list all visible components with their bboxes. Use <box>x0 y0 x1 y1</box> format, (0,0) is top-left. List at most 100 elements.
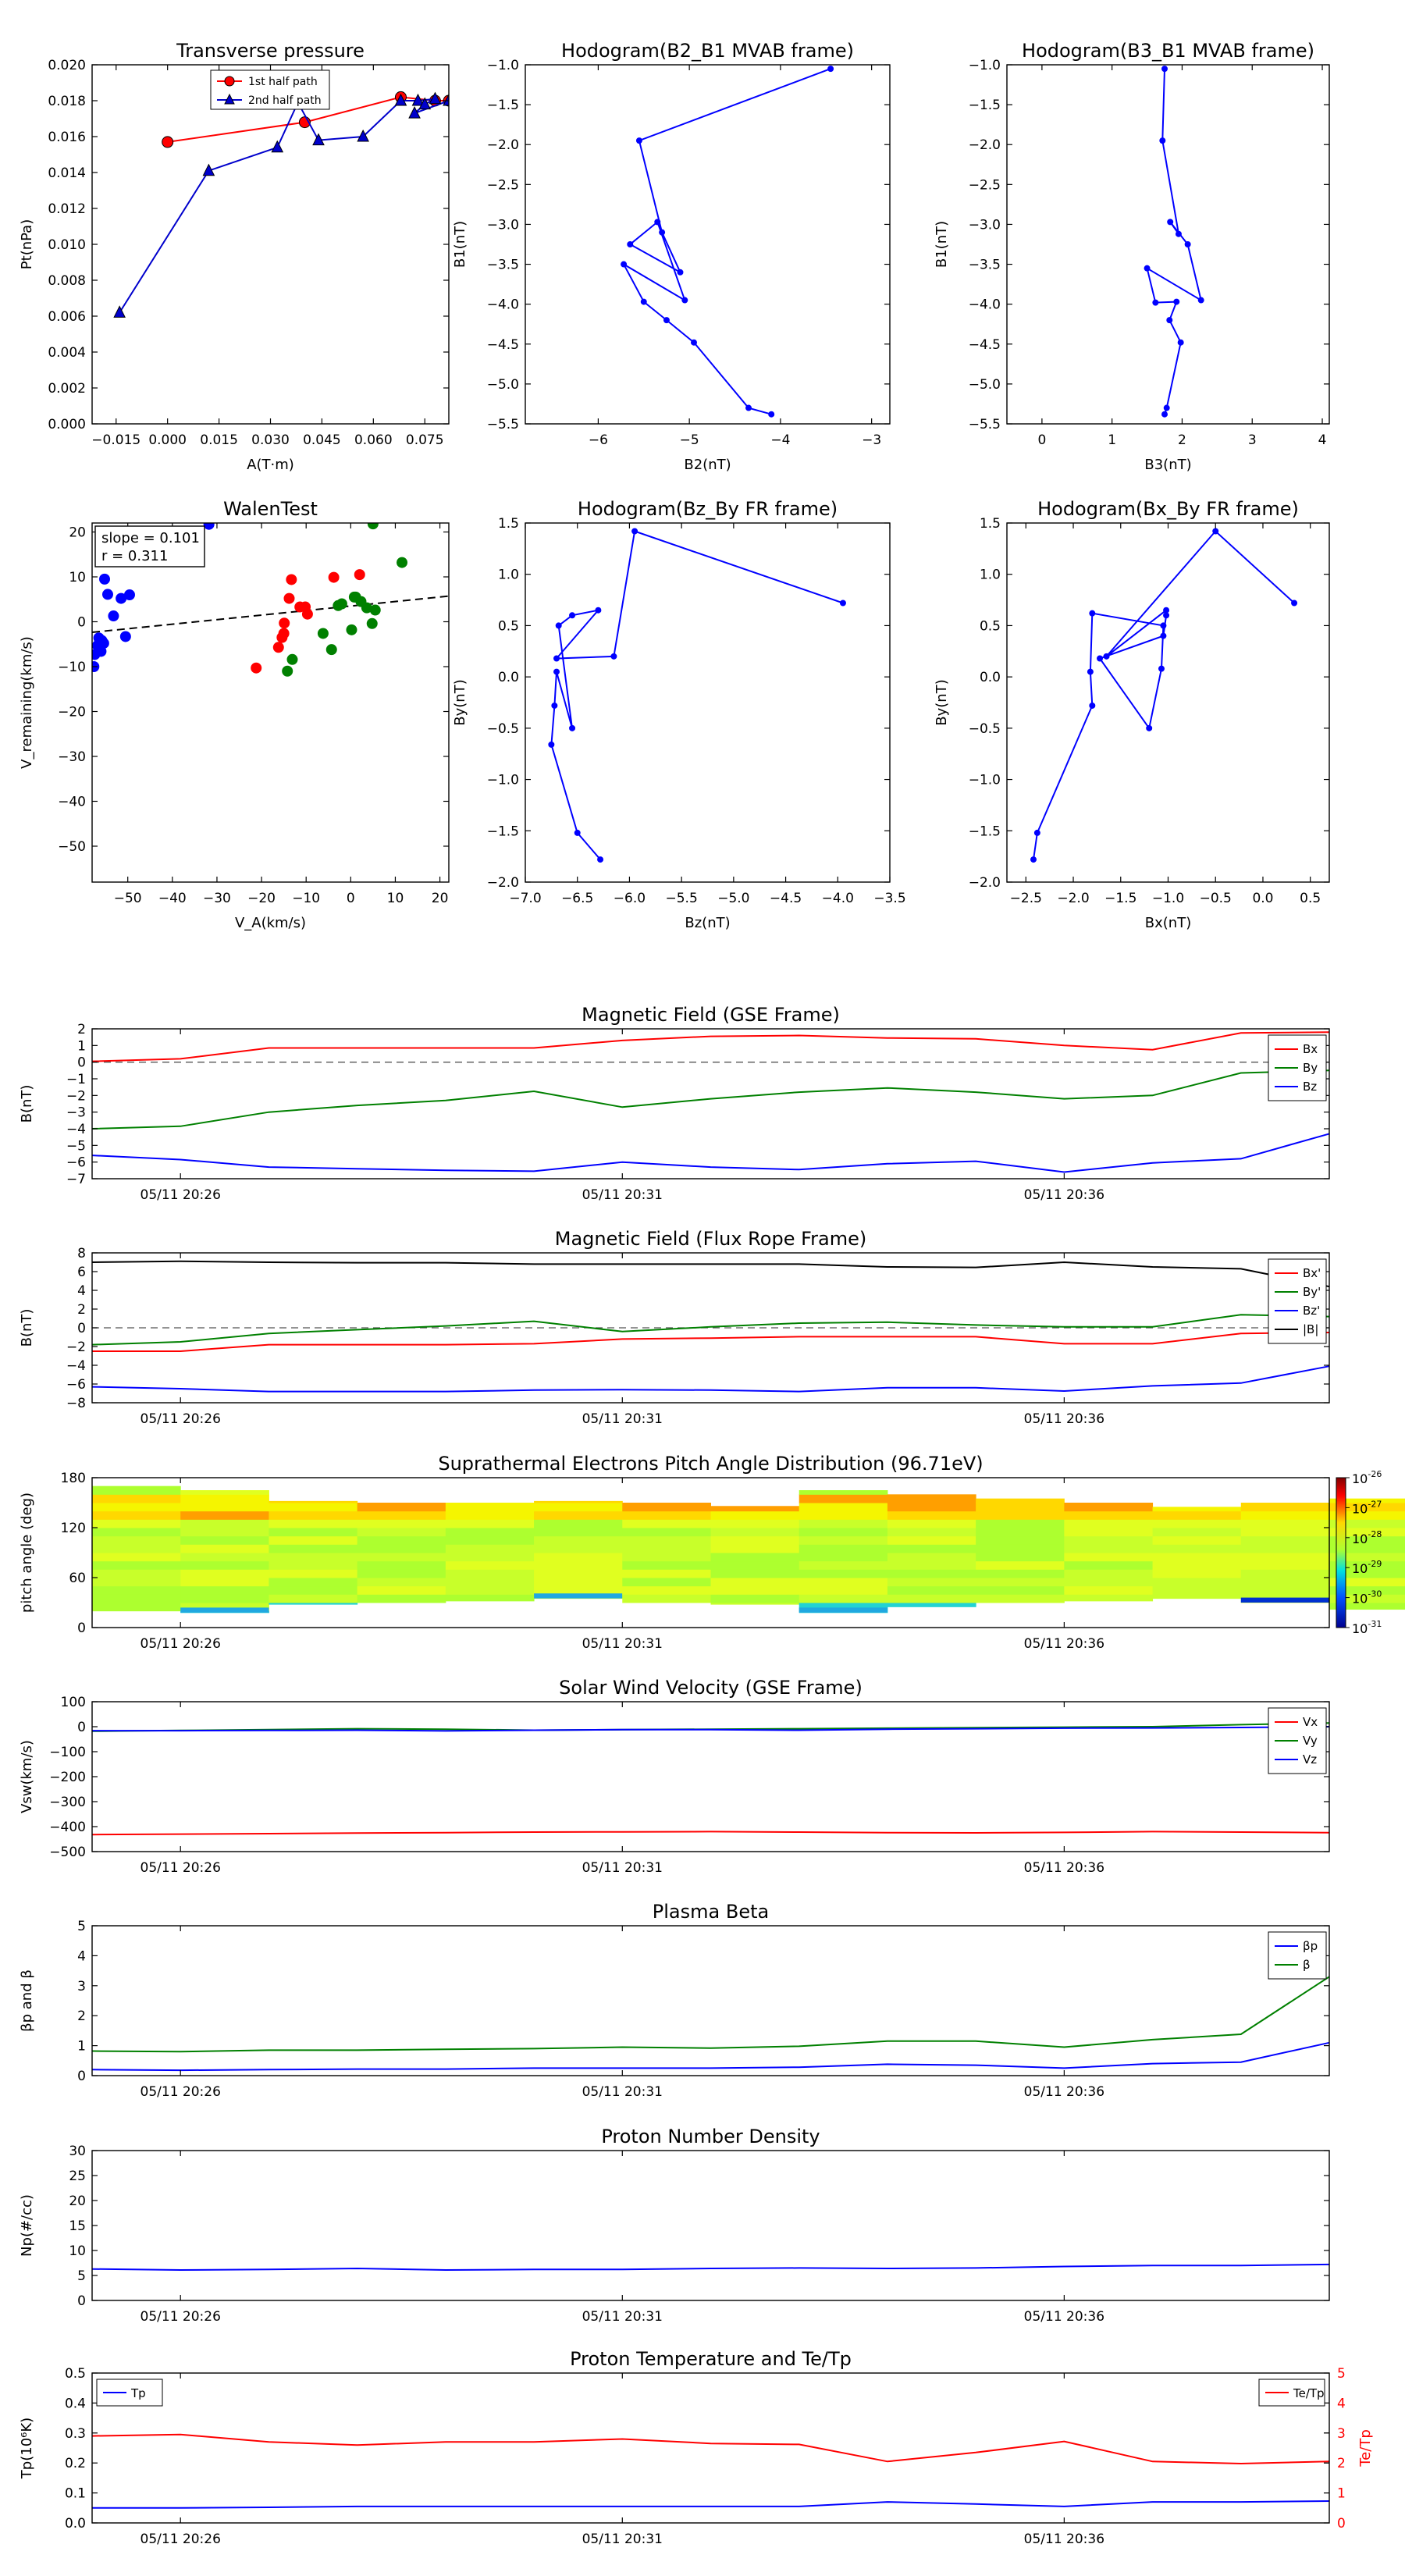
chart-hodogram-b2-b1: −6 −5 −4 −3 −5.5 −5.0 −4.5 −4.0 −3.5 −3.0 −2.5 −2.0… <box>452 40 891 473</box>
heatmap-cell <box>1064 1528 1154 1537</box>
colorbar-tick-base: 10 <box>1352 1471 1368 1486</box>
series-line-Bz <box>91 1133 1330 1173</box>
heatmap-cell <box>180 1494 269 1503</box>
data-point <box>271 140 284 153</box>
heatmap-cell <box>180 1585 269 1595</box>
heatmap-cell <box>622 1578 711 1587</box>
heatmap-cell <box>92 1485 181 1495</box>
y-axis-label: Pt(nPa) <box>19 219 35 269</box>
heatmap-cell <box>1240 1510 1330 1520</box>
x-tick-label: 05/11 20:31 <box>582 2084 663 2100</box>
colorbar-tick-label: 10-27 <box>1352 1499 1382 1516</box>
y-tick-label: −3.0 <box>969 217 1001 233</box>
heatmap-cell <box>887 1528 976 1537</box>
x-tick-label: 05/11 20:36 <box>1024 1860 1104 1876</box>
heatmap-cell <box>1240 1560 1330 1570</box>
y-axis-label: B1(nT) <box>452 221 468 268</box>
data-point <box>659 229 666 236</box>
y-tick-label: −40 <box>58 795 86 810</box>
heatmap-cell <box>534 1585 623 1595</box>
y-tick-label: 180 <box>61 1471 86 1486</box>
series-line-βp <box>91 2041 1330 2072</box>
heatmap-cell <box>1152 1585 1242 1595</box>
heatmap-cell <box>445 1519 535 1528</box>
y-tick-label: −1.5 <box>969 98 1001 113</box>
legend-label: Vz <box>1303 1752 1317 1767</box>
y-tick-label: 1.5 <box>498 516 519 532</box>
heatmap-cell <box>799 1503 888 1512</box>
data-point <box>366 617 378 629</box>
x-tick-label: −30 <box>203 891 231 906</box>
y-tick-label: 10 <box>69 570 86 585</box>
heatmap-cell <box>269 1578 358 1587</box>
x-tick-label: 20 <box>432 891 449 906</box>
y-tick-label: 0.020 <box>48 58 86 73</box>
heatmap-cell <box>1152 1578 1242 1587</box>
y-tick-label: −1.5 <box>487 98 519 113</box>
chart-walen-test: −50 −40 −30 −20 −10 0 10 20 −50 −40 −30 −20 −10 0 10 20… <box>19 498 450 931</box>
heatmap-cell <box>180 1510 269 1520</box>
y-tick-label: −3.5 <box>969 258 1001 273</box>
legend-marker <box>224 93 235 105</box>
y-tick-label: 0.012 <box>48 201 86 217</box>
x-tick-label: −0.5 <box>1200 891 1232 906</box>
y-tick-label: 0.000 <box>48 417 86 432</box>
heatmap-cell <box>887 1544 976 1553</box>
x-tick-label: 0 <box>1037 432 1046 448</box>
heatmap-cell <box>976 1528 1065 1537</box>
x-tick-label: 0.060 <box>354 432 393 448</box>
heatmap-cell <box>1329 1603 1405 1610</box>
heatmap-cell <box>887 1560 976 1570</box>
y-tick-label: 1 <box>77 1038 86 1054</box>
heatmap-cell <box>622 1594 711 1603</box>
colorbar-tick-exponent: -27 <box>1368 1499 1382 1509</box>
heatmap-cell <box>269 1500 358 1503</box>
heatmap-cell <box>357 1503 446 1512</box>
heatmap-cell <box>1064 1535 1154 1545</box>
y-axis-label: By(nT) <box>452 679 468 725</box>
annotation-box <box>94 525 205 568</box>
heatmap-cell <box>180 1490 269 1495</box>
y-tick-label: −4.0 <box>487 297 519 313</box>
y-tick-label: 25 <box>69 2169 86 2184</box>
y-tick-label: 0.004 <box>48 345 86 361</box>
y-tick-label: −5 <box>66 1138 86 1154</box>
heatmap-cell <box>269 1503 358 1512</box>
heatmap-cell <box>445 1585 535 1595</box>
heatmap-cell <box>976 1560 1065 1570</box>
data-point <box>1087 668 1094 675</box>
heatmap-cell <box>445 1560 535 1570</box>
x-tick-label: 10 <box>387 891 404 906</box>
heatmap-cell <box>1240 1544 1330 1553</box>
y-tick-label: 15 <box>69 2218 86 2234</box>
data-point <box>1033 829 1040 836</box>
x-tick-label: 0 <box>347 891 355 906</box>
x-tick-label: −4.0 <box>822 891 854 906</box>
heatmap-cell <box>180 1594 269 1603</box>
data-point <box>101 589 113 600</box>
heatmap-cell <box>1240 1535 1330 1545</box>
x-axis-label: V_A(km/s) <box>235 915 306 931</box>
x-tick-label: 05/11 20:26 <box>140 1860 221 1876</box>
heatmap-cell <box>180 1578 269 1587</box>
data-point <box>690 339 697 346</box>
y-tick-label: 1 <box>77 2039 86 2055</box>
y-tick-label: 100 <box>61 1695 86 1710</box>
x-tick-label: 4 <box>1318 432 1327 448</box>
heatmap-cell <box>799 1585 888 1595</box>
heatmap-cell <box>710 1528 800 1537</box>
heatmap-cell <box>534 1510 623 1520</box>
legend-label: Bx' <box>1303 1266 1321 1280</box>
y-tick-label: 0.5 <box>498 618 519 634</box>
heatmap-cell <box>269 1569 358 1578</box>
heatmap-cell <box>1329 1553 1405 1562</box>
y-tick-label: −4.0 <box>969 297 1001 313</box>
data-point <box>621 261 628 268</box>
heatmap-cell <box>445 1553 535 1562</box>
legend-label: Bz' <box>1303 1304 1320 1318</box>
data-point <box>1089 702 1096 709</box>
heatmap-cell <box>445 1503 535 1512</box>
heatmap-cell <box>1152 1535 1242 1545</box>
y-tick-label: −1 <box>66 1072 86 1087</box>
heatmap-cell <box>622 1544 711 1553</box>
